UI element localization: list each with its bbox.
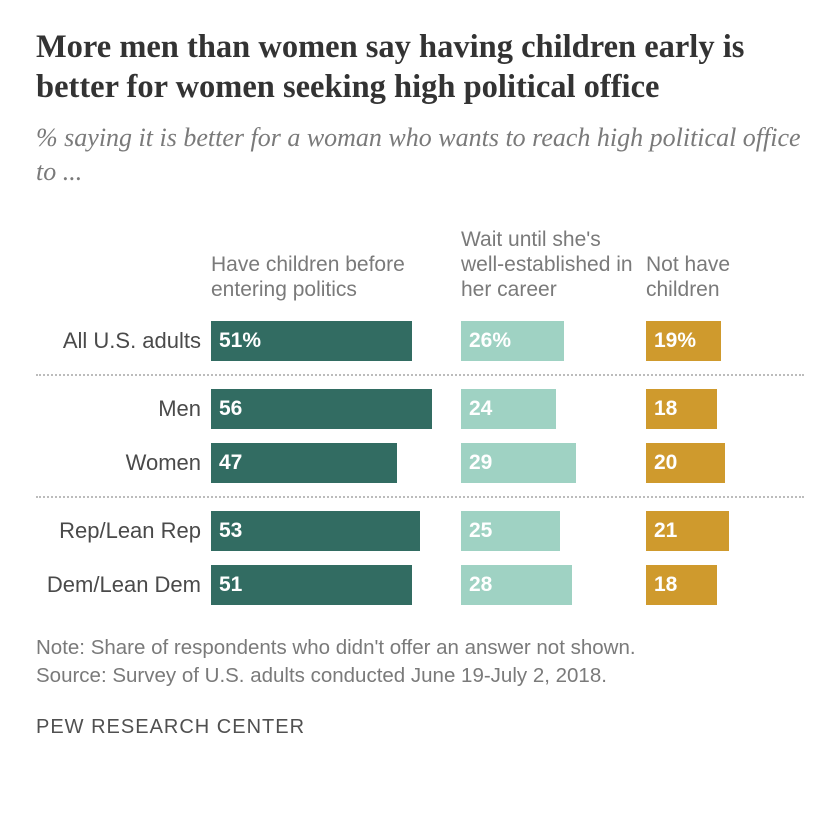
bar-cell: 18 xyxy=(646,565,801,605)
row-label: Dem/Lean Dem xyxy=(36,572,211,598)
chart-area: Have children before entering politics W… xyxy=(36,227,804,613)
data-row: All U.S. adults51% 26% 19% xyxy=(36,314,804,368)
bar-col3: 19% xyxy=(646,321,721,361)
bar-col2: 26% xyxy=(461,321,564,361)
column-header-2: Wait until she's well-established in her… xyxy=(461,227,646,307)
bar-cell: 21 xyxy=(646,511,801,551)
attribution: PEW RESEARCH CENTER xyxy=(36,716,804,739)
bar-col2: 29 xyxy=(461,443,576,483)
row-label: All U.S. adults xyxy=(36,328,211,354)
row-label: Women xyxy=(36,450,211,476)
chart-subtitle: % saying it is better for a woman who wa… xyxy=(36,121,804,189)
bar-cell: 26% xyxy=(461,321,646,361)
bar-cell: 51% xyxy=(211,321,461,361)
bar-col3: 20 xyxy=(646,443,725,483)
bar-cell: 19% xyxy=(646,321,801,361)
note-text: Note: Share of respondents who didn't of… xyxy=(36,634,804,662)
bar-col3: 18 xyxy=(646,389,717,429)
row-label: Men xyxy=(36,396,211,422)
bar-col2: 24 xyxy=(461,389,556,429)
column-header-3: Not have children xyxy=(646,252,801,306)
bar-cell: 25 xyxy=(461,511,646,551)
bar-cell: 47 xyxy=(211,443,461,483)
chart-title: More men than women say having children … xyxy=(36,28,804,107)
row-label: Rep/Lean Rep xyxy=(36,518,211,544)
group-separator xyxy=(36,496,804,498)
bar-col1: 53 xyxy=(211,511,420,551)
column-header-1: Have children before entering politics xyxy=(211,252,461,306)
bar-col2: 25 xyxy=(461,511,560,551)
bar-cell: 51 xyxy=(211,565,461,605)
bar-col1: 51 xyxy=(211,565,412,605)
data-row: Men56 24 18 xyxy=(36,382,804,436)
bar-cell: 18 xyxy=(646,389,801,429)
data-row: Rep/Lean Rep53 25 21 xyxy=(36,504,804,558)
source-text: Source: Survey of U.S. adults conducted … xyxy=(36,662,804,690)
bar-col3: 18 xyxy=(646,565,717,605)
bar-col1: 47 xyxy=(211,443,397,483)
bar-cell: 24 xyxy=(461,389,646,429)
group-separator xyxy=(36,374,804,376)
bar-col1: 51% xyxy=(211,321,412,361)
bar-cell: 29 xyxy=(461,443,646,483)
rows-container: All U.S. adults51% 26% 19% Men56 24 18 Women47… xyxy=(36,314,804,612)
column-header-row: Have children before entering politics W… xyxy=(36,227,804,307)
data-row: Women47 29 20 xyxy=(36,436,804,490)
bar-col2: 28 xyxy=(461,565,572,605)
bar-cell: 20 xyxy=(646,443,801,483)
bar-cell: 56 xyxy=(211,389,461,429)
bar-cell: 53 xyxy=(211,511,461,551)
bar-col1: 56 xyxy=(211,389,432,429)
bar-col3: 21 xyxy=(646,511,729,551)
footnotes: Note: Share of respondents who didn't of… xyxy=(36,634,804,689)
bar-cell: 28 xyxy=(461,565,646,605)
data-row: Dem/Lean Dem51 28 18 xyxy=(36,558,804,612)
